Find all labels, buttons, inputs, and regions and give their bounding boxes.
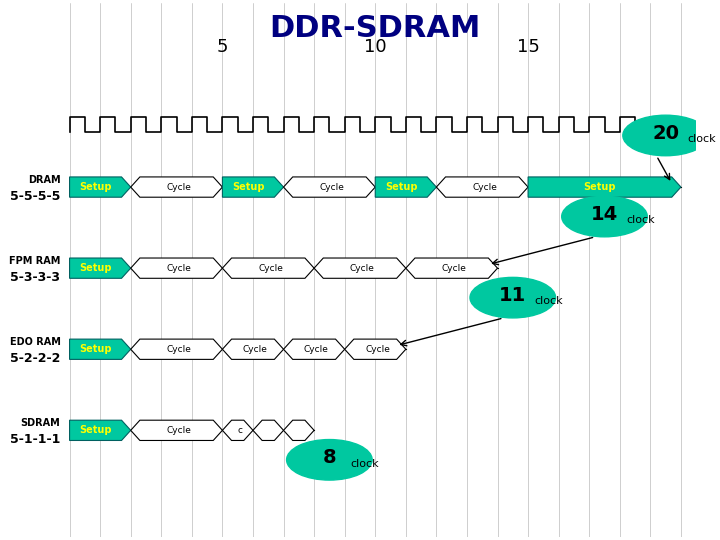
- Text: c: c: [238, 426, 243, 435]
- Text: Setup: Setup: [385, 182, 418, 192]
- Polygon shape: [222, 339, 284, 360]
- Text: Setup: Setup: [232, 182, 265, 192]
- Text: FPM RAM: FPM RAM: [9, 256, 60, 266]
- Ellipse shape: [562, 196, 647, 237]
- Text: 5-1-1-1: 5-1-1-1: [10, 433, 60, 446]
- Text: 5-3-3-3: 5-3-3-3: [10, 271, 60, 284]
- Ellipse shape: [623, 115, 708, 156]
- Polygon shape: [345, 339, 406, 360]
- Text: Setup: Setup: [79, 426, 112, 435]
- Text: DRAM: DRAM: [28, 175, 60, 185]
- Text: 5: 5: [217, 38, 228, 56]
- Polygon shape: [284, 177, 375, 197]
- Polygon shape: [70, 420, 131, 441]
- Text: 15: 15: [517, 38, 539, 56]
- Text: Cycle: Cycle: [472, 183, 497, 192]
- Text: clock: clock: [626, 215, 654, 225]
- Polygon shape: [70, 258, 131, 278]
- Polygon shape: [131, 258, 222, 278]
- Text: 20: 20: [652, 124, 679, 143]
- Text: SDRAM: SDRAM: [21, 418, 60, 428]
- Polygon shape: [436, 177, 528, 197]
- Text: 10: 10: [364, 38, 387, 56]
- Polygon shape: [528, 177, 681, 197]
- Text: 5-2-2-2: 5-2-2-2: [10, 352, 60, 365]
- Polygon shape: [314, 258, 406, 278]
- Text: 14: 14: [591, 205, 618, 224]
- Text: EDO RAM: EDO RAM: [9, 337, 60, 347]
- Text: Cycle: Cycle: [365, 345, 390, 354]
- Text: Cycle: Cycle: [166, 426, 192, 435]
- Polygon shape: [70, 339, 131, 360]
- Polygon shape: [222, 420, 253, 441]
- Text: clock: clock: [687, 134, 716, 144]
- Polygon shape: [131, 420, 222, 441]
- Text: Cycle: Cycle: [441, 264, 467, 273]
- Text: Cycle: Cycle: [319, 183, 344, 192]
- Text: Cycle: Cycle: [243, 345, 268, 354]
- Text: Cycle: Cycle: [350, 264, 374, 273]
- Text: Setup: Setup: [79, 263, 112, 273]
- Text: clock: clock: [351, 458, 379, 469]
- Polygon shape: [131, 339, 222, 360]
- Text: Setup: Setup: [584, 182, 616, 192]
- Polygon shape: [375, 177, 436, 197]
- Text: clock: clock: [534, 296, 563, 306]
- Text: Cycle: Cycle: [166, 183, 192, 192]
- Text: 11: 11: [499, 286, 526, 305]
- Text: Setup: Setup: [79, 344, 112, 354]
- Text: Cycle: Cycle: [304, 345, 329, 354]
- Polygon shape: [70, 177, 131, 197]
- Polygon shape: [284, 339, 345, 360]
- Polygon shape: [222, 258, 314, 278]
- Text: DDR-SDRAM: DDR-SDRAM: [269, 14, 481, 43]
- Text: 5-5-5-5: 5-5-5-5: [10, 190, 60, 203]
- Text: 8: 8: [323, 449, 336, 468]
- Polygon shape: [131, 177, 222, 197]
- Text: Setup: Setup: [79, 182, 112, 192]
- Polygon shape: [406, 258, 498, 278]
- Ellipse shape: [470, 278, 556, 318]
- Text: Cycle: Cycle: [166, 345, 192, 354]
- Polygon shape: [253, 420, 284, 441]
- Ellipse shape: [287, 440, 372, 480]
- Polygon shape: [222, 177, 284, 197]
- Text: Cycle: Cycle: [258, 264, 283, 273]
- Text: Cycle: Cycle: [166, 264, 192, 273]
- Polygon shape: [284, 420, 314, 441]
